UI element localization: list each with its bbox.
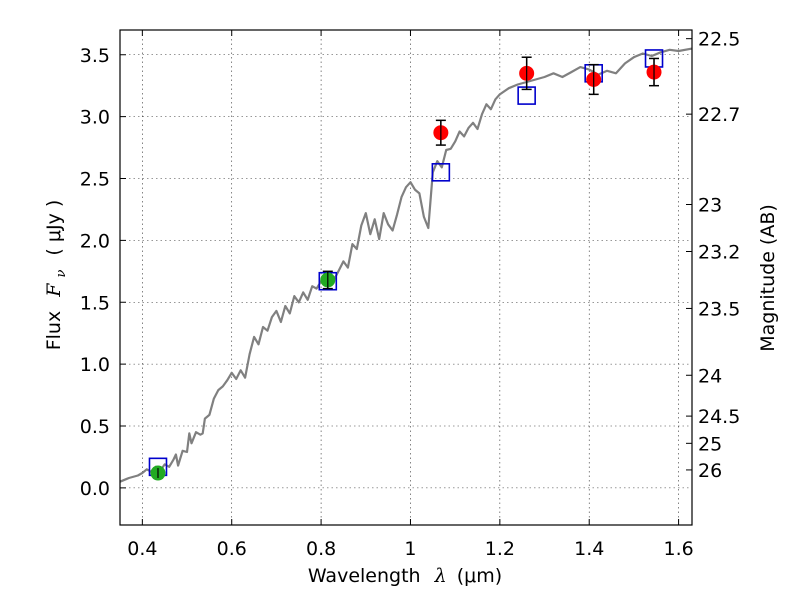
y2-tick-label: 24.5 xyxy=(698,406,740,428)
x-tick-label: 0.6 xyxy=(217,538,247,560)
spectrum-layer xyxy=(119,47,693,483)
y-axis-unit: ( μJy ) xyxy=(43,200,65,256)
y-tick-label: 2.5 xyxy=(80,169,110,191)
model-photometry-square xyxy=(431,163,451,182)
tick-marks xyxy=(120,30,692,525)
y-tick-label: 0.5 xyxy=(80,416,110,438)
y2-tick-label: 23.5 xyxy=(698,298,740,320)
y2-tick-label: 25 xyxy=(698,433,722,455)
y2-tick-label: 23.2 xyxy=(698,242,740,264)
y-tick-label: 0.0 xyxy=(80,478,110,500)
x-axis-title: Wavelength λ (μm) xyxy=(308,565,502,587)
x-tick-label: 0.8 xyxy=(306,538,336,560)
y-tick-label: 1.5 xyxy=(80,292,110,314)
y-tick-label: 1.0 xyxy=(80,354,110,376)
x-axis-symbol: λ xyxy=(434,565,447,587)
y2-tick-labels: 22.5 22.7 23 23.2 23.5 24 24.5 25 26 xyxy=(698,29,740,482)
grid-lines xyxy=(120,30,692,525)
y-tick-labels: 0.0 0.5 1.0 1.5 2.0 2.5 3.0 3.5 xyxy=(80,45,110,500)
x-tick-labels: 0.4 0.6 0.8 1 1.2 1.4 1.6 xyxy=(127,538,693,560)
model-spectrum-line xyxy=(119,47,693,483)
y2-tick-label: 26 xyxy=(698,460,722,482)
x-tick-label: 1.2 xyxy=(485,538,515,560)
y-axis-title: Flux F ν ( μJy ) xyxy=(43,200,70,351)
y2-tick-label: 24 xyxy=(698,365,722,387)
plot-frame xyxy=(119,29,693,526)
y2-tick-label: 22.7 xyxy=(698,104,740,126)
x-tick-label: 0.4 xyxy=(127,538,157,560)
y2-tick-label: 23 xyxy=(698,194,722,216)
x-axis-unit: (μm) xyxy=(457,565,502,587)
y-axis-symbol: F xyxy=(43,283,65,298)
x-tick-label: 1.6 xyxy=(663,538,693,560)
x-axis-label-text: Wavelength xyxy=(308,565,421,587)
y-axis-subscript: ν xyxy=(54,270,69,278)
y2-axis-title: Magnitude (AB) xyxy=(757,204,779,352)
x-tick-label: 1.4 xyxy=(574,538,604,560)
y-tick-label: 3.0 xyxy=(80,107,110,129)
y-tick-label: 3.5 xyxy=(80,45,110,67)
x-tick-label: 1 xyxy=(404,538,416,560)
marker-layer xyxy=(148,49,664,481)
y-axis-label-text: Flux xyxy=(43,311,65,351)
y2-tick-label: 22.5 xyxy=(698,29,740,51)
y-tick-label: 2.0 xyxy=(80,230,110,252)
